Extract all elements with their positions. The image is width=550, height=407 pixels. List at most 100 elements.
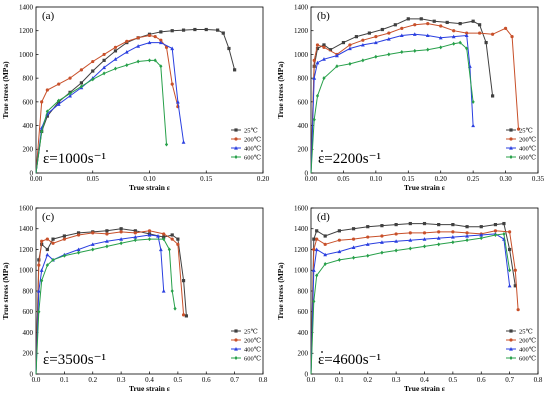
data-point — [422, 244, 427, 249]
legend-entry: 600℃ — [519, 354, 536, 362]
data-point — [422, 237, 427, 241]
data-point — [479, 236, 483, 241]
data-point — [90, 242, 95, 246]
strain-rate-label: ε=1000s⁻¹ — [43, 151, 106, 167]
data-point — [380, 27, 384, 32]
data-point — [45, 109, 49, 114]
legend-marker — [509, 155, 513, 159]
x-tick-label: 0.4 — [145, 376, 154, 384]
legend-marker — [234, 338, 238, 342]
series-line — [35, 230, 185, 375]
data-point — [36, 289, 41, 293]
legend-entry: 200℃ — [519, 336, 536, 344]
data-point — [79, 81, 83, 85]
y-tick-label: 400 — [298, 329, 309, 337]
y-axis-label: True stress (MPa) — [1, 262, 10, 320]
x-tick-label: 0.25 — [467, 175, 480, 183]
data-point — [419, 17, 423, 21]
data-point — [159, 38, 163, 42]
data-point — [57, 98, 61, 103]
data-point — [315, 237, 319, 241]
data-point — [315, 93, 320, 98]
data-point — [450, 235, 455, 239]
data-point — [502, 231, 506, 236]
data-point — [102, 58, 106, 62]
data-point — [40, 278, 44, 283]
chart-svg: 0.00 0.05 0.10 0.15 0.20 0.25 0.30 0.35 0 200 400 6… — [276, 3, 545, 192]
data-point — [113, 66, 118, 71]
data-point — [508, 230, 512, 234]
data-point — [323, 234, 327, 238]
data-point — [105, 239, 109, 243]
y-tick-label: 200 — [298, 350, 309, 358]
y-tick-label: 1000 — [19, 51, 34, 59]
y-tick-label: 0 — [30, 370, 34, 378]
data-point — [465, 31, 469, 35]
legend-marker — [509, 128, 513, 132]
x-tick-label: 0.6 — [477, 376, 486, 384]
rate-dot — [321, 150, 323, 152]
data-point — [328, 48, 333, 52]
data-point — [76, 231, 81, 235]
data-point — [513, 284, 517, 288]
data-point — [348, 61, 352, 66]
y-tick-label: 1000 — [19, 267, 34, 275]
data-point — [312, 247, 316, 252]
data-point — [105, 229, 109, 233]
data-point — [464, 33, 469, 38]
legend-marker — [509, 329, 513, 333]
y-tick-label: 400 — [298, 122, 309, 130]
series-4 — [35, 58, 169, 174]
data-point — [37, 309, 41, 314]
strain-rate-label: ε=4600s⁻¹ — [318, 352, 381, 368]
legend-entry: 600℃ — [244, 354, 261, 362]
data-point — [394, 232, 398, 236]
data-point — [133, 235, 138, 239]
data-point — [91, 247, 95, 252]
panel-letter: (b) — [317, 10, 330, 22]
y-tick-label: 0 — [305, 370, 309, 378]
legend-marker — [234, 128, 238, 132]
data-point — [51, 241, 55, 245]
data-point — [113, 45, 118, 49]
series-line — [310, 18, 494, 174]
x-tick-label: 0.5 — [174, 376, 183, 384]
data-point — [484, 40, 488, 45]
legend-marker — [509, 146, 513, 150]
y-tick-label: 1400 — [294, 3, 309, 11]
y-tick-label: 1200 — [19, 27, 34, 35]
data-point — [45, 247, 49, 252]
x-tick-label: 0.05 — [87, 175, 100, 183]
data-point — [322, 76, 326, 81]
data-point — [162, 235, 166, 239]
rate-dot — [46, 351, 48, 353]
y-tick-label: 200 — [23, 146, 34, 154]
data-point — [170, 237, 174, 241]
data-point — [161, 289, 166, 293]
data-point — [167, 247, 171, 252]
data-point — [437, 242, 441, 247]
data-point — [158, 40, 163, 45]
x-tick-label: 0.5 — [449, 376, 458, 384]
data-point — [181, 140, 186, 144]
x-tick-label: 0.8 — [534, 376, 543, 384]
data-point — [426, 47, 430, 52]
data-point — [439, 24, 443, 28]
x-tick-label: 0.0 — [307, 376, 316, 384]
data-point — [366, 253, 370, 258]
data-point — [451, 230, 455, 234]
data-point — [451, 223, 455, 227]
data-point — [164, 142, 169, 147]
data-point — [406, 17, 410, 21]
data-point — [503, 26, 508, 30]
data-point — [216, 28, 220, 32]
chart-panel-c: 0.0 0.1 0.2 0.3 0.4 0.5 0.6 0.7 0.8 0 200 400 600 800… — [0, 201, 275, 402]
data-point — [425, 33, 430, 38]
data-point — [68, 91, 72, 96]
data-point — [312, 76, 317, 80]
strain-rate-label: ε=3500s⁻¹ — [43, 352, 106, 368]
data-point — [312, 237, 316, 241]
legend-entry: 25℃ — [244, 327, 258, 335]
y-axis-label: True stress (MPa) — [276, 262, 285, 320]
data-point — [387, 52, 391, 57]
